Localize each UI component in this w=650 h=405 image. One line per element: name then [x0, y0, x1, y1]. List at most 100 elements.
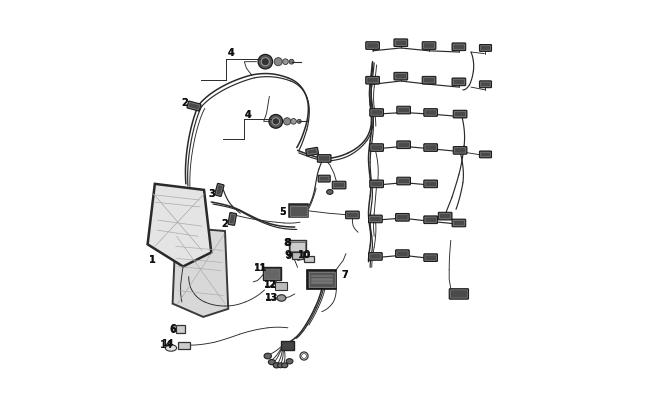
FancyBboxPatch shape — [311, 279, 333, 281]
Circle shape — [297, 120, 301, 124]
Ellipse shape — [268, 360, 275, 365]
FancyBboxPatch shape — [394, 40, 408, 47]
Circle shape — [283, 118, 291, 126]
FancyBboxPatch shape — [317, 155, 331, 163]
Text: 1: 1 — [149, 255, 156, 264]
FancyBboxPatch shape — [424, 181, 437, 188]
Ellipse shape — [165, 345, 177, 351]
FancyBboxPatch shape — [422, 77, 436, 85]
Circle shape — [291, 119, 296, 125]
FancyBboxPatch shape — [424, 144, 437, 152]
FancyBboxPatch shape — [187, 102, 201, 112]
Text: 9: 9 — [284, 250, 291, 260]
Text: 14: 14 — [161, 338, 174, 347]
Polygon shape — [148, 184, 211, 267]
Text: 5: 5 — [280, 207, 286, 216]
Text: 11: 11 — [254, 262, 267, 272]
FancyBboxPatch shape — [369, 253, 382, 261]
Text: 2: 2 — [181, 98, 188, 108]
FancyBboxPatch shape — [346, 211, 359, 219]
FancyBboxPatch shape — [332, 182, 346, 190]
FancyBboxPatch shape — [369, 215, 382, 223]
Circle shape — [261, 58, 269, 66]
FancyBboxPatch shape — [366, 43, 380, 50]
Text: 2: 2 — [181, 98, 188, 108]
Circle shape — [289, 60, 294, 65]
Ellipse shape — [264, 353, 272, 359]
FancyBboxPatch shape — [311, 275, 333, 278]
FancyBboxPatch shape — [307, 270, 336, 290]
Text: 12: 12 — [263, 279, 276, 288]
FancyBboxPatch shape — [394, 73, 408, 81]
Text: 4: 4 — [245, 110, 252, 120]
Text: 4: 4 — [228, 48, 235, 58]
FancyBboxPatch shape — [453, 147, 467, 155]
Text: 9: 9 — [285, 251, 292, 260]
Text: 13: 13 — [265, 292, 278, 303]
Ellipse shape — [327, 190, 333, 195]
FancyBboxPatch shape — [422, 43, 436, 50]
Text: 11: 11 — [253, 263, 265, 272]
FancyBboxPatch shape — [449, 289, 469, 299]
Text: 3: 3 — [208, 189, 214, 198]
Text: 2: 2 — [222, 218, 228, 228]
Text: 5: 5 — [280, 207, 286, 216]
FancyBboxPatch shape — [370, 181, 384, 188]
FancyBboxPatch shape — [289, 205, 309, 218]
Text: 6: 6 — [169, 323, 176, 333]
Text: 7: 7 — [341, 269, 348, 279]
Text: 4: 4 — [245, 110, 252, 120]
Text: 8: 8 — [285, 237, 291, 247]
Text: 2: 2 — [222, 218, 228, 228]
FancyBboxPatch shape — [304, 256, 314, 263]
FancyBboxPatch shape — [274, 282, 287, 290]
Text: 1: 1 — [149, 255, 156, 264]
FancyBboxPatch shape — [424, 254, 437, 262]
FancyBboxPatch shape — [424, 216, 437, 224]
Text: 8: 8 — [283, 237, 290, 247]
FancyBboxPatch shape — [370, 144, 384, 152]
FancyBboxPatch shape — [396, 178, 411, 185]
Text: 10: 10 — [298, 250, 310, 259]
Text: 3: 3 — [208, 189, 214, 198]
FancyBboxPatch shape — [263, 268, 281, 281]
FancyBboxPatch shape — [452, 44, 465, 51]
FancyBboxPatch shape — [311, 282, 333, 284]
FancyBboxPatch shape — [453, 111, 467, 119]
Text: 14: 14 — [160, 339, 174, 349]
Ellipse shape — [278, 363, 284, 368]
Text: 6: 6 — [169, 324, 176, 334]
FancyBboxPatch shape — [366, 77, 380, 85]
FancyBboxPatch shape — [318, 176, 330, 183]
FancyBboxPatch shape — [291, 242, 305, 251]
FancyBboxPatch shape — [306, 148, 318, 156]
FancyBboxPatch shape — [396, 142, 411, 149]
Text: 10: 10 — [298, 249, 311, 259]
Text: 12: 12 — [264, 279, 278, 290]
FancyBboxPatch shape — [292, 252, 304, 259]
FancyBboxPatch shape — [452, 79, 465, 86]
FancyBboxPatch shape — [396, 250, 410, 258]
Text: 7: 7 — [341, 269, 348, 279]
FancyBboxPatch shape — [291, 206, 307, 217]
Circle shape — [274, 58, 282, 66]
FancyBboxPatch shape — [452, 220, 465, 227]
FancyBboxPatch shape — [370, 109, 384, 117]
Circle shape — [269, 115, 283, 129]
Text: 13: 13 — [265, 292, 277, 301]
Polygon shape — [173, 228, 228, 317]
Circle shape — [258, 55, 272, 70]
FancyBboxPatch shape — [178, 342, 190, 349]
FancyBboxPatch shape — [396, 107, 411, 115]
Ellipse shape — [281, 363, 288, 368]
FancyBboxPatch shape — [289, 241, 306, 253]
FancyBboxPatch shape — [396, 214, 410, 222]
FancyBboxPatch shape — [264, 269, 280, 279]
FancyBboxPatch shape — [480, 45, 491, 52]
FancyBboxPatch shape — [480, 151, 491, 158]
FancyBboxPatch shape — [438, 213, 452, 220]
Ellipse shape — [277, 295, 286, 301]
FancyBboxPatch shape — [228, 213, 237, 226]
FancyBboxPatch shape — [214, 184, 224, 197]
FancyBboxPatch shape — [480, 82, 491, 88]
